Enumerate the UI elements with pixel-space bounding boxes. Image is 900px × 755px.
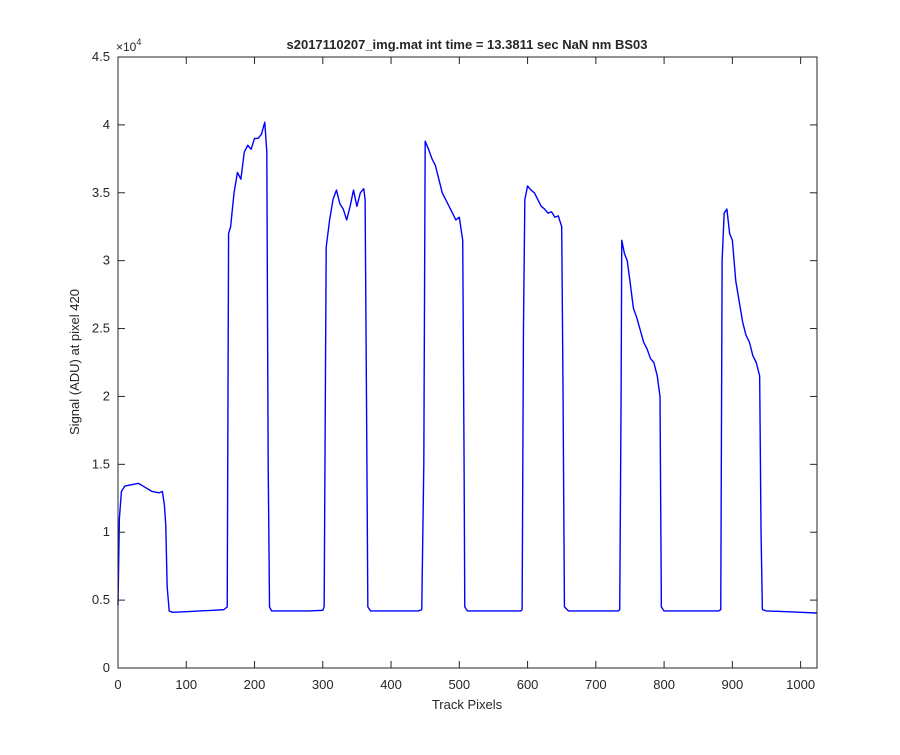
series-line-0 xyxy=(117,121,818,614)
x-axis-label: Track Pixels xyxy=(432,697,503,712)
axes-box xyxy=(117,56,818,669)
x-tick-label: 500 xyxy=(448,677,470,692)
x-tick-label: 0 xyxy=(114,677,121,692)
y-axis: 0 0.5 1 1.5 2 2.5 3 3.5 4 4.5 xyxy=(92,49,817,675)
series-layer xyxy=(117,121,818,614)
y-tick-label: 0 xyxy=(103,660,110,675)
y-exponent-base: ×10 xyxy=(116,40,137,54)
y-tick-label: 1 xyxy=(103,524,110,539)
y-tick-label: 0.5 xyxy=(92,592,110,607)
x-tick-label: 300 xyxy=(312,677,334,692)
x-tick-label: 100 xyxy=(175,677,197,692)
plot-area xyxy=(118,57,817,668)
x-tick-label: 800 xyxy=(653,677,675,692)
chart-title: s2017110207_img.mat int time = 13.3811 s… xyxy=(287,37,648,52)
x-tick-label: 700 xyxy=(585,677,607,692)
y-exponent-label: ×104 xyxy=(116,37,141,54)
x-tick-label: 1000 xyxy=(786,677,815,692)
y-tick-label: 1.5 xyxy=(92,456,110,471)
y-tick-label: 4 xyxy=(103,117,110,132)
x-axis: 0 100 200 300 400 500 600 700 800 900 1000 xyxy=(114,57,815,692)
y-tick-label: 2 xyxy=(103,388,110,403)
x-tick-label: 200 xyxy=(244,677,266,692)
y-axis-label: Signal (ADU) at pixel 420 xyxy=(67,289,82,435)
y-tick-label: 3.5 xyxy=(92,185,110,200)
x-tick-label: 600 xyxy=(517,677,539,692)
x-tick-label: 900 xyxy=(722,677,744,692)
y-exponent-power: 4 xyxy=(136,37,141,47)
y-tick-label: 2.5 xyxy=(92,321,110,336)
x-tick-label: 400 xyxy=(380,677,402,692)
y-tick-label: 4.5 xyxy=(92,49,110,64)
y-tick-label: 3 xyxy=(103,253,110,268)
